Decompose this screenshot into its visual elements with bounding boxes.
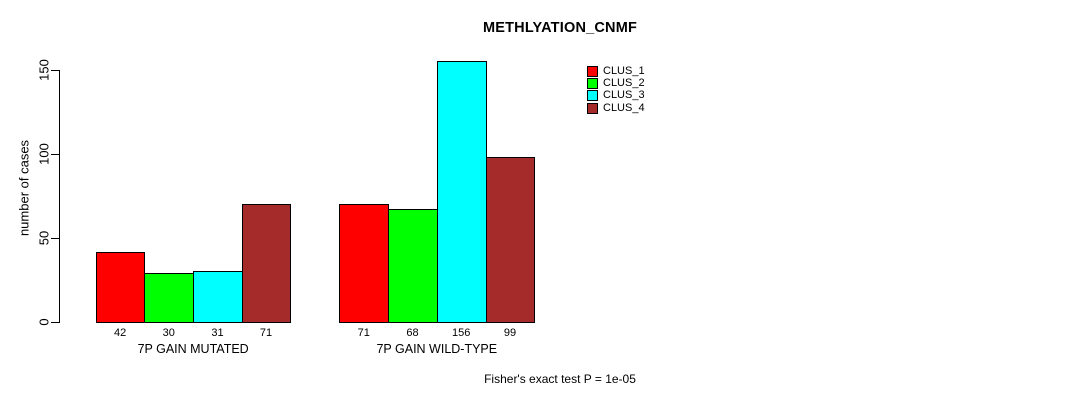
y-tick-label: 50 bbox=[36, 230, 52, 246]
bar-value-label: 71 bbox=[259, 326, 273, 339]
y-tick-mark bbox=[51, 322, 59, 323]
bar-clus_2-group2 bbox=[388, 208, 438, 323]
y-tick-mark bbox=[51, 154, 59, 155]
legend-label: CLUS_3 bbox=[603, 89, 645, 102]
legend-color-swatch bbox=[587, 102, 598, 114]
legend: CLUS_1 CLUS_2 CLUS_3 CLUS_4 bbox=[587, 65, 645, 115]
bar-value-label: 71 bbox=[357, 326, 370, 339]
bar-value-label: 68 bbox=[406, 326, 419, 339]
bar-value-label: 30 bbox=[162, 326, 175, 339]
legend-color-swatch bbox=[587, 90, 598, 102]
legend-item-clus_4: CLUS_4 bbox=[587, 102, 645, 114]
stat-annotation: Fisher's exact test P = 1e-05 bbox=[484, 372, 636, 386]
y-tick-label: 150 bbox=[36, 59, 52, 81]
legend-label: CLUS_2 bbox=[603, 77, 645, 90]
bar-clus_1-group1 bbox=[96, 252, 146, 323]
y-tick-label: 100 bbox=[36, 143, 52, 165]
y-tick-label: 0 bbox=[36, 318, 52, 326]
bar-value-label: 99 bbox=[503, 326, 517, 339]
y-tick-mark bbox=[51, 70, 59, 71]
bar-value-label: 42 bbox=[114, 326, 127, 339]
bar-clus_3-group2 bbox=[436, 60, 487, 323]
bar-clus_3-group1 bbox=[193, 270, 243, 323]
chart-title: METHLYATION_CNMF bbox=[482, 20, 638, 36]
legend-item-clus_1: CLUS_1 bbox=[587, 65, 645, 77]
legend-item-clus_3: CLUS_3 bbox=[587, 90, 645, 102]
bar-clus_1-group2 bbox=[339, 203, 390, 323]
legend-item-clus_2: CLUS_2 bbox=[587, 77, 645, 90]
bar-clus_4-group2 bbox=[485, 156, 536, 323]
bar-value-label: 156 bbox=[452, 326, 471, 339]
bar-clus_4-group1 bbox=[241, 203, 292, 323]
x-category-label: 7P GAIN WILD-TYPE bbox=[376, 341, 498, 356]
bar-clus_2-group1 bbox=[144, 272, 195, 323]
y-tick-mark bbox=[51, 238, 59, 239]
legend-color-swatch bbox=[587, 78, 598, 90]
x-category-label: 7P GAIN MUTATED bbox=[137, 341, 249, 356]
legend-label: CLUS_4 bbox=[603, 101, 645, 114]
y-axis-line bbox=[59, 70, 60, 323]
legend-label: CLUS_1 bbox=[603, 64, 645, 77]
legend-color-swatch bbox=[587, 65, 598, 77]
bar-value-label: 31 bbox=[211, 326, 224, 339]
